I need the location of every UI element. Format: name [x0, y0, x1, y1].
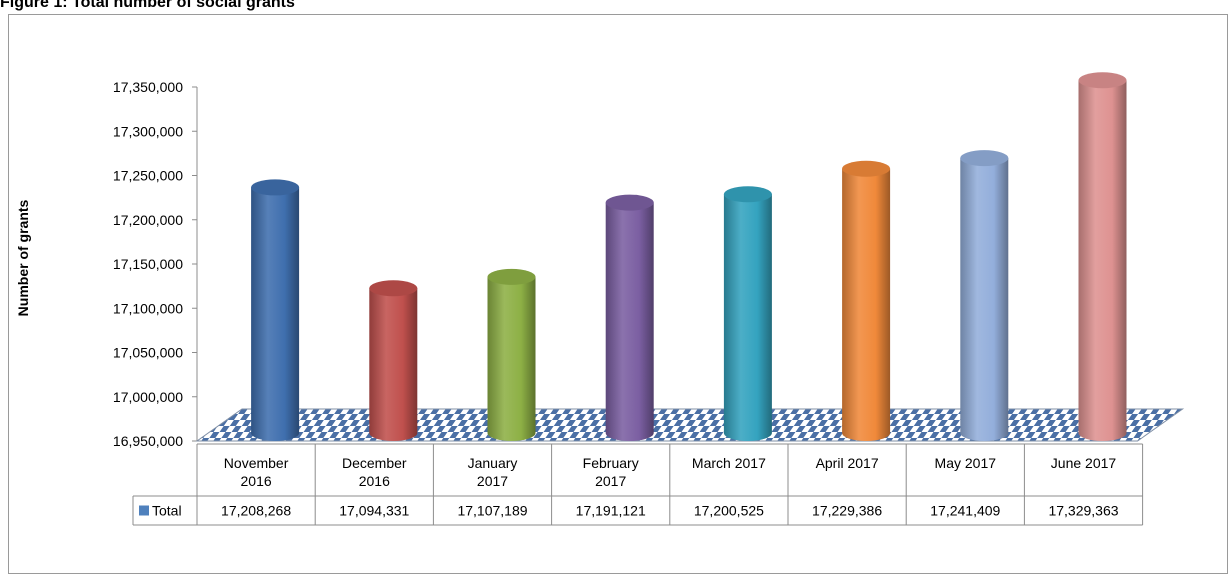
- legend-label-total: Total: [152, 503, 182, 519]
- data-value-label: 17,107,189: [457, 503, 527, 519]
- bar-body: [1078, 80, 1127, 442]
- bar-top: [842, 160, 891, 177]
- y-tick-label: 17,100,000: [113, 300, 183, 316]
- bar-top: [251, 179, 300, 196]
- bar: [960, 150, 1009, 442]
- bar: [605, 194, 654, 441]
- data-value-label: 17,329,363: [1048, 503, 1118, 519]
- y-tick-label: 17,150,000: [113, 256, 183, 272]
- bar-body: [842, 168, 891, 441]
- bar-top: [605, 194, 654, 211]
- chart-floor: [195, 408, 1185, 442]
- bar: [723, 186, 772, 441]
- bar-body: [960, 158, 1009, 442]
- y-tick-label: 17,350,000: [113, 79, 183, 95]
- bar: [251, 179, 300, 441]
- bar: [369, 280, 418, 441]
- bar-top: [1078, 72, 1127, 89]
- x-category-label: March 2017: [692, 455, 766, 471]
- data-value-label: 17,200,525: [694, 503, 764, 519]
- x-category-label: January 2017: [468, 455, 518, 489]
- data-value-label: 17,094,331: [339, 503, 409, 519]
- y-tick-label: 17,200,000: [113, 212, 183, 228]
- bar-top: [960, 150, 1009, 167]
- bar: [1078, 72, 1127, 442]
- y-tick-label: 17,300,000: [113, 123, 183, 139]
- x-category-label: June 2017: [1051, 455, 1117, 471]
- bar: [842, 160, 891, 441]
- y-tick-label: 17,050,000: [113, 345, 183, 361]
- y-tick-label: 16,950,000: [113, 433, 183, 449]
- x-category-label: December 2016: [342, 455, 407, 489]
- bar-body: [487, 276, 536, 441]
- bar-top: [369, 280, 418, 297]
- data-value-label: 17,191,121: [576, 503, 646, 519]
- data-value-label: 17,241,409: [930, 503, 1000, 519]
- x-category-label: February 2017: [583, 455, 639, 489]
- x-category-label: May 2017: [935, 455, 997, 471]
- data-value-label: 17,208,268: [221, 503, 291, 519]
- bar-body: [369, 288, 418, 441]
- legend-key-total: [139, 505, 149, 516]
- x-category-label: November 2016: [224, 455, 289, 489]
- bar-body: [251, 187, 300, 441]
- bar: [487, 268, 536, 441]
- bar-body: [723, 194, 772, 441]
- bar-body: [605, 202, 654, 441]
- y-tick-label: 17,000,000: [113, 389, 183, 405]
- bar-top: [723, 186, 772, 203]
- figure-title: Figure 1: Total number of social grants: [0, 0, 295, 11]
- y-tick-label: 17,250,000: [113, 168, 183, 184]
- x-category-label: April 2017: [816, 455, 879, 471]
- data-value-label: 17,229,386: [812, 503, 882, 519]
- bar-top: [487, 268, 536, 285]
